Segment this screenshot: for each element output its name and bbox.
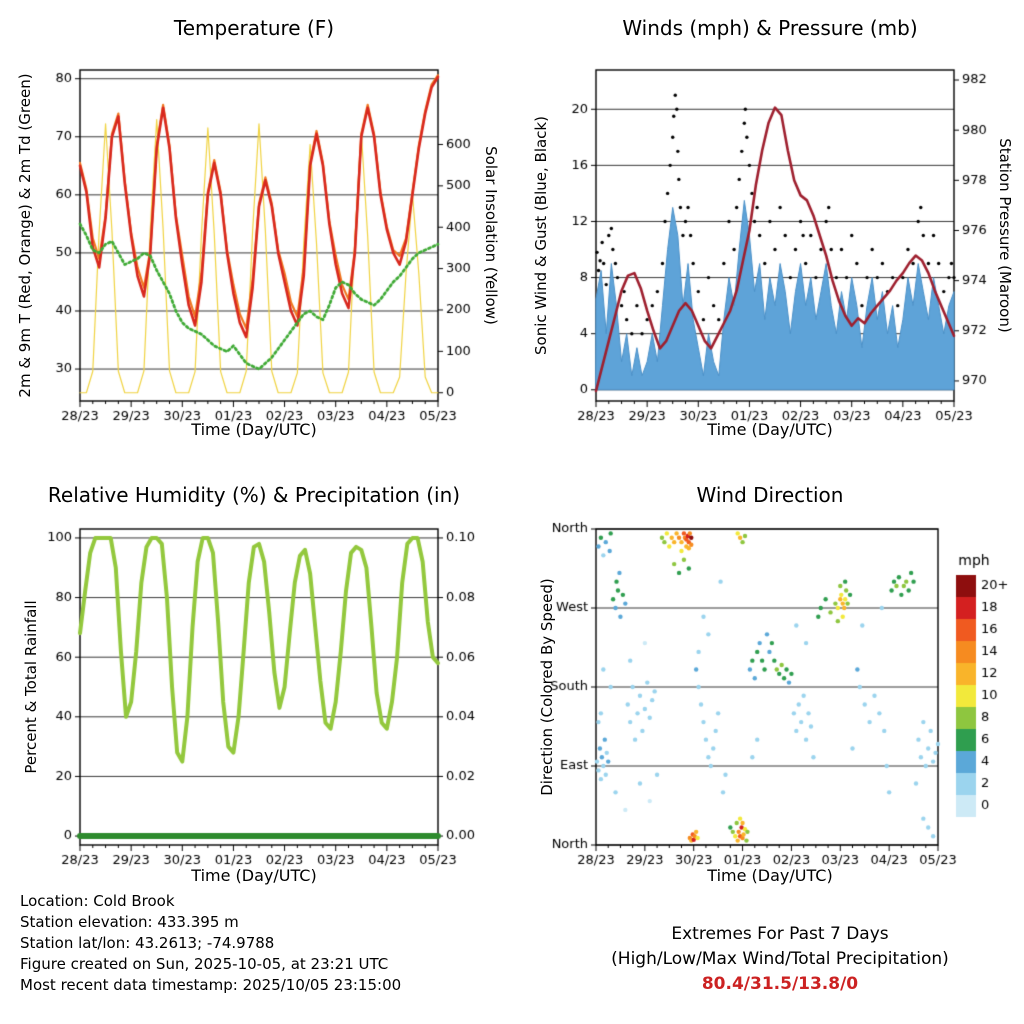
figure-created-line: Figure created on Sun, 2025-10-05, at 23… xyxy=(20,955,389,973)
temperature-ylabel-right: Solar Insolation (Yellow) xyxy=(482,146,500,325)
extremes-title: Extremes For Past 7 Days xyxy=(671,924,889,944)
temperature-xlabel: Time (Day/UTC) xyxy=(191,420,317,439)
station-latlon: Station lat/lon: 43.2613; -74.9788 xyxy=(20,934,275,952)
humidity-precip-chart-canvas xyxy=(8,515,500,885)
wind-direction-chart-title: Wind Direction xyxy=(696,483,844,507)
wind-direction-chart-canvas xyxy=(524,515,1016,885)
humidity-xlabel: Time (Day/UTC) xyxy=(191,866,317,885)
temperature-chart-title: Temperature (F) xyxy=(173,16,335,40)
winds-ylabel-left: Sonic Wind & Gust (Blue, Black) xyxy=(532,116,550,355)
wind-direction-xlabel: Time (Day/UTC) xyxy=(707,866,833,885)
wind-direction-ylabel-left: Direction (Colored By Speed) xyxy=(538,578,556,796)
station-location: Location: Cold Brook xyxy=(20,892,175,910)
humidity-precip-chart-title: Relative Humidity (%) & Precipitation (i… xyxy=(47,483,461,507)
extremes-values: 80.4/31.5/13.8/0 xyxy=(701,974,859,994)
extremes-block: Extremes For Past 7 Days (High/Low/Max W… xyxy=(560,922,1000,997)
pressure-ylabel-right: Station Pressure (Maroon) xyxy=(996,138,1014,333)
temperature-chart-canvas xyxy=(8,48,500,443)
data-timestamp-line: Most recent data timestamp: 2025/10/05 2… xyxy=(20,976,402,994)
station-elevation: Station elevation: 433.395 m xyxy=(20,913,239,931)
winds-pressure-chart-title: Winds (mph) & Pressure (mb) xyxy=(622,16,918,40)
temperature-ylabel-left: 2m & 9m T (Red, Orange) & 2m Td (Green) xyxy=(16,73,34,398)
station-info-block: Location: Cold Brook Station elevation: … xyxy=(20,891,510,996)
extremes-subtitle: (High/Low/Max Wind/Total Precipitation) xyxy=(611,949,949,969)
winds-pressure-chart-canvas xyxy=(524,48,1016,443)
winds-xlabel: Time (Day/UTC) xyxy=(707,420,833,439)
humidity-ylabel-left: Percent & Total Rainfall xyxy=(22,600,40,774)
